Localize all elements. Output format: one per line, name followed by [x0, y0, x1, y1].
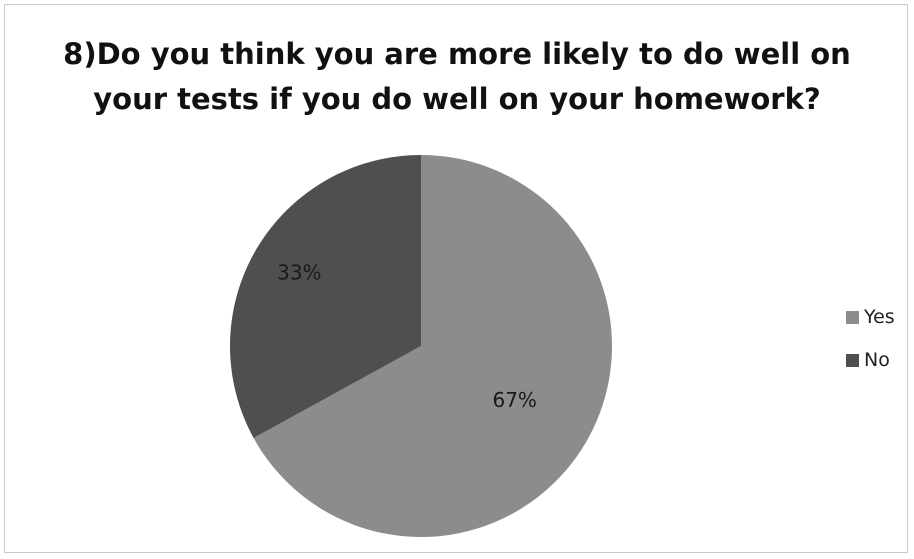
- legend-item-yes: Yes: [846, 302, 895, 332]
- legend-label-no: No: [864, 349, 890, 371]
- legend-swatch-no: [846, 353, 859, 367]
- legend-item-no: No: [846, 345, 895, 375]
- pie-labels: 67% 33%: [277, 261, 537, 412]
- legend-swatch-yes: [846, 310, 859, 324]
- chart-title: 8)Do you think you are more likely to do…: [0, 32, 914, 122]
- chart-title-line-1: 8)Do you think you are more likely to do…: [63, 37, 851, 71]
- pie-slices: [229, 154, 612, 537]
- pie-slice-yes: [253, 155, 612, 537]
- data-label-no: 33%: [277, 261, 321, 285]
- chart-title-line-2: your tests if you do well on your homewo…: [93, 82, 821, 116]
- legend-label-yes: Yes: [864, 306, 895, 328]
- legend: Yes No: [846, 302, 895, 388]
- data-label-yes: 67%: [492, 388, 536, 412]
- pie-slice-no: [229, 154, 421, 439]
